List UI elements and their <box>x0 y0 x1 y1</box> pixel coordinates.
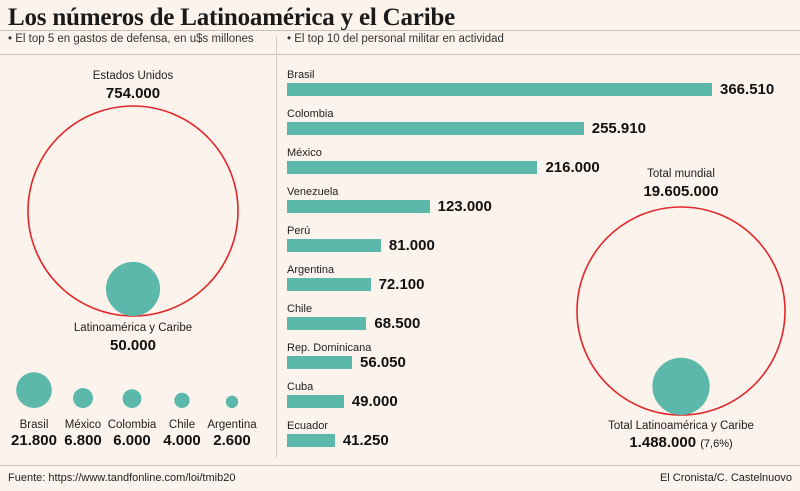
spending-country-label: Brasil <box>19 419 49 431</box>
bar-label: Cuba <box>287 381 314 393</box>
bar-value: 41.250 <box>342 432 389 449</box>
region-personnel-value: 1.488.000 (7,6%) <box>629 434 732 451</box>
spending-country-label: México <box>64 419 102 431</box>
bar-value: 216.000 <box>545 159 600 176</box>
region-spending-value: 50.000 <box>110 337 156 354</box>
spending-country-label: Argentina <box>207 419 257 431</box>
bar <box>287 122 584 135</box>
region-personnel-number: 1.488.000 <box>629 434 697 451</box>
bar <box>287 83 712 96</box>
region-personnel-label: Total Latinoamérica y Caribe <box>608 420 754 432</box>
subtitle-rule <box>0 54 800 55</box>
world-spending-label: Estados Unidos <box>92 70 174 82</box>
right-subtitle: • El top 10 del personal militar en acti… <box>287 33 504 45</box>
spending-bubble <box>174 392 190 409</box>
total-personnel-value: 19.605.000 <box>643 183 719 200</box>
bar-label: Brasil <box>287 69 315 81</box>
bar-label: Chile <box>287 303 313 315</box>
bar <box>287 395 344 408</box>
spending-bubble <box>16 372 52 408</box>
spending-country-label: Chile <box>168 419 196 431</box>
region-personnel-bubble <box>652 357 710 415</box>
bar <box>287 161 538 174</box>
bar-value: 366.510 <box>720 81 775 98</box>
bar <box>287 356 352 369</box>
bar-label: Perú <box>287 225 311 237</box>
spending-bubble <box>73 388 93 409</box>
bar <box>287 200 430 213</box>
spending-country-value: 6.000 <box>113 432 151 449</box>
bar <box>287 278 371 291</box>
bar-label: Venezuela <box>287 186 339 198</box>
panel-divider <box>276 36 277 458</box>
world-spending-value: 754.000 <box>105 85 161 102</box>
source-note: Fuente: https://www.tandfonline.com/loi/… <box>8 472 236 484</box>
bar-label: Rep. Dominicana <box>287 342 372 354</box>
bar-value: 49.000 <box>351 393 398 410</box>
spending-bubble <box>122 389 142 408</box>
bar-value: 56.050 <box>359 354 406 371</box>
world-spending-circle <box>27 105 239 317</box>
title-rule <box>0 30 800 31</box>
region-personnel-share: (7,6%) <box>700 438 733 450</box>
bar-value: 81.000 <box>388 237 435 254</box>
spending-bubble <box>225 395 239 409</box>
region-spending-label: Latinoamérica y Caribe <box>73 322 193 334</box>
bar-value: 255.910 <box>591 120 646 137</box>
bar-label: Argentina <box>287 264 335 276</box>
footer-rule <box>0 465 800 466</box>
page-title: Los números de Latinoamérica y el Caribe <box>8 4 456 31</box>
spending-country-value: 21.800 <box>11 432 57 449</box>
bar-label: Ecuador <box>287 420 328 432</box>
bar <box>287 239 381 252</box>
bar-value: 68.500 <box>374 315 421 332</box>
bar-value: 72.100 <box>378 276 425 293</box>
spending-country-value: 2.600 <box>213 432 251 449</box>
spending-country-label: Colombia <box>107 419 157 431</box>
bar <box>287 317 367 330</box>
credit-note: El Cronista/C. Castelnuovo <box>659 472 792 484</box>
spending-country-value: 6.800 <box>64 432 102 449</box>
left-subtitle: • El top 5 en gastos de defensa, en u$s … <box>8 33 254 45</box>
total-personnel-label: Total mundial <box>647 168 715 180</box>
region-spending-bubble <box>105 261 161 316</box>
bar-value: 123.000 <box>437 198 492 215</box>
spending-country-value: 4.000 <box>163 432 201 449</box>
bar-label: México <box>287 147 322 159</box>
bar <box>287 434 335 447</box>
bar-label: Colombia <box>287 108 334 120</box>
